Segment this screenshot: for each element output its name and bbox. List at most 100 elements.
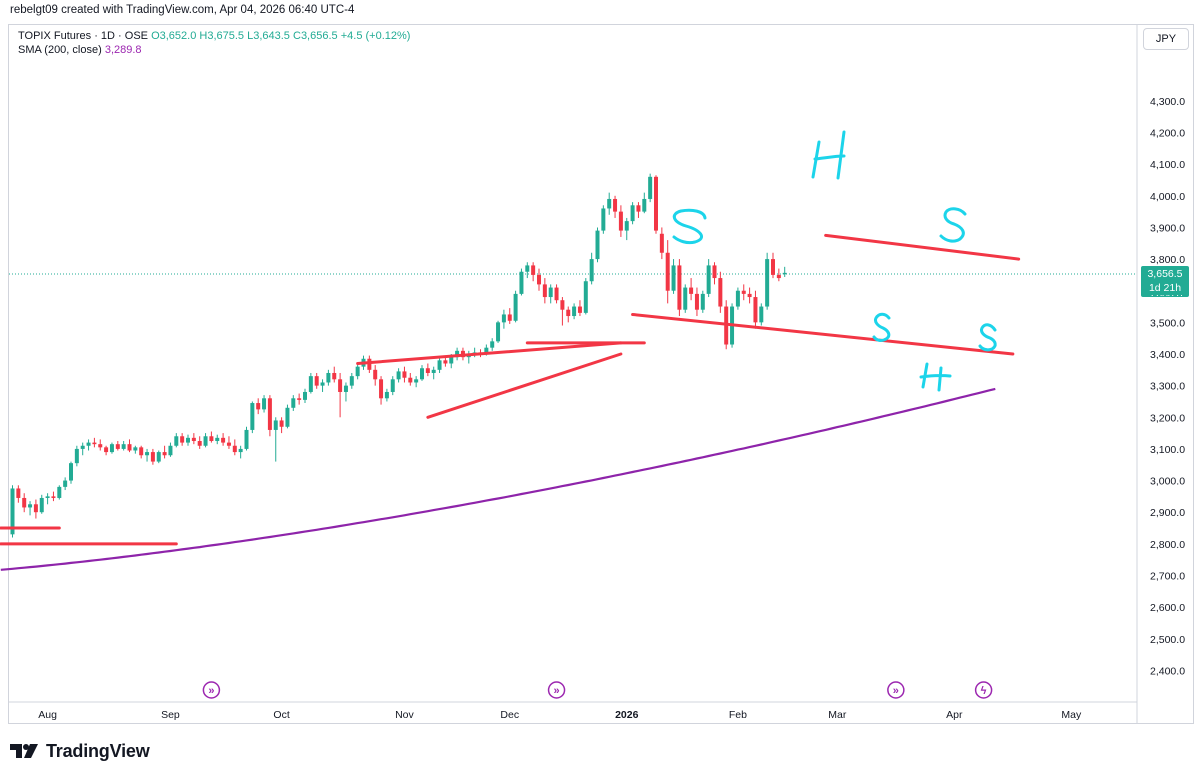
candle-body	[449, 357, 454, 364]
x-tick-label: Feb	[729, 709, 747, 721]
candle-body	[420, 368, 424, 380]
candle-body	[174, 436, 179, 446]
x-tick-label: May	[1061, 709, 1082, 721]
y-tick-label: 3,000.0	[1150, 476, 1185, 488]
candle-body	[285, 407, 290, 427]
candle-body	[654, 176, 658, 231]
trendline[interactable]	[426, 352, 623, 419]
candle-body	[98, 444, 103, 448]
arrow-glyph-icon: »	[893, 685, 899, 697]
candle-body	[712, 265, 717, 279]
candle-body	[624, 221, 629, 231]
candle-body	[642, 198, 647, 212]
candle-body	[402, 371, 407, 378]
lightning-glyph-icon: ϟ	[981, 685, 987, 697]
y-tick-label: 4,200.0	[1150, 128, 1185, 140]
candle-body	[501, 314, 506, 323]
candle-body	[595, 230, 600, 260]
candle-body	[759, 306, 764, 323]
x-tick-label: 2026	[615, 709, 639, 721]
candle-body	[396, 371, 401, 380]
candle-body	[425, 368, 430, 373]
candle-body	[273, 420, 278, 430]
candle-body	[589, 259, 594, 282]
legend-sma-row: SMA (200, close) 3,289.8	[18, 43, 410, 57]
handwritten-annotations	[672, 130, 997, 392]
candle-body	[250, 403, 255, 430]
trendline[interactable]	[356, 341, 623, 365]
candle-body	[577, 306, 582, 313]
trendline[interactable]	[824, 233, 1021, 261]
candle-body	[689, 287, 694, 294]
candle-body	[700, 293, 705, 310]
candle-body	[583, 281, 588, 313]
candle-body	[496, 322, 501, 342]
candle-body	[613, 198, 618, 212]
legend-change: +4.5 (+0.12%)	[340, 30, 411, 42]
currency-button[interactable]: JPY	[1143, 28, 1189, 50]
annotation-inner-right-s	[978, 323, 997, 352]
annotation-right-shoulder-s	[939, 207, 967, 243]
candle-body	[314, 376, 319, 386]
y-axis[interactable]: 2,400.0 2,500.0 2,600.0 2,700.0 2,800.0 2,900…	[1136, 25, 1185, 723]
x-axis[interactable]: Aug Sep Oct Nov Dec 2026 Feb Mar Apr May	[9, 701, 1137, 721]
candle-body	[636, 205, 641, 212]
annotation-head-h	[811, 130, 846, 180]
candle-body	[139, 447, 144, 456]
candle-body	[197, 441, 202, 446]
legend-symbol[interactable]: TOPIX Futures · 1D · OSE	[18, 30, 148, 42]
last-price-value: 3,656.5	[1147, 268, 1183, 280]
candle-body	[133, 447, 138, 451]
candle-body	[455, 350, 460, 358]
candle-body	[694, 293, 699, 310]
y-tick-label: 2,700.0	[1150, 570, 1185, 582]
legend-sma-label[interactable]: SMA (200, close)	[18, 44, 102, 56]
lightning-news-icon[interactable]	[974, 681, 993, 699]
candle-body	[513, 293, 518, 321]
candle-body	[349, 376, 354, 386]
candle-body	[226, 442, 231, 446]
y-tick-label: 3,500.0	[1150, 317, 1185, 329]
candle-body	[367, 358, 372, 370]
y-tick-label: 2,400.0	[1150, 665, 1185, 677]
y-tick-label: 3,400.0	[1150, 349, 1185, 361]
candle-body	[297, 398, 302, 400]
event-arrow-icon[interactable]	[887, 681, 905, 699]
candle-body	[256, 403, 261, 410]
legend-close: C3,656.5	[293, 30, 338, 42]
candle-body	[168, 445, 173, 456]
candle-body	[484, 347, 489, 354]
candle-body	[215, 437, 220, 442]
covered-tick-label: 3,600.0	[1141, 295, 1189, 296]
chart-frame[interactable]	[8, 24, 1194, 724]
candle-body	[16, 488, 21, 498]
candle-body	[156, 452, 161, 462]
trendline[interactable]	[631, 312, 1015, 356]
event-markers[interactable]: » » » ϟ	[202, 681, 993, 699]
candle-body	[706, 265, 711, 294]
candle-body	[373, 369, 378, 380]
trendline-drawings[interactable]	[0, 233, 1021, 546]
candle-body	[537, 274, 541, 285]
candle-body	[39, 497, 44, 513]
annotation-inner-left-s	[872, 312, 891, 342]
candle-body	[718, 278, 723, 307]
candle-body	[355, 366, 360, 377]
candle-body	[519, 271, 524, 294]
arrow-glyph-icon: »	[208, 685, 214, 697]
candle-body	[57, 486, 62, 498]
candle-body	[209, 436, 214, 442]
candle-body	[390, 379, 395, 392]
candle-body	[92, 442, 97, 445]
x-tick-label: Aug	[38, 709, 57, 721]
candle-body	[74, 448, 79, 464]
candle-body	[308, 376, 313, 392]
candle-body	[232, 445, 237, 453]
event-arrow-icon[interactable]	[202, 681, 221, 699]
candle-body	[109, 444, 114, 453]
event-arrow-icon[interactable]	[547, 681, 566, 699]
candle-body	[51, 496, 56, 498]
footer-brand[interactable]: TradingView	[10, 738, 150, 764]
y-tick-label: 2,800.0	[1150, 539, 1185, 551]
